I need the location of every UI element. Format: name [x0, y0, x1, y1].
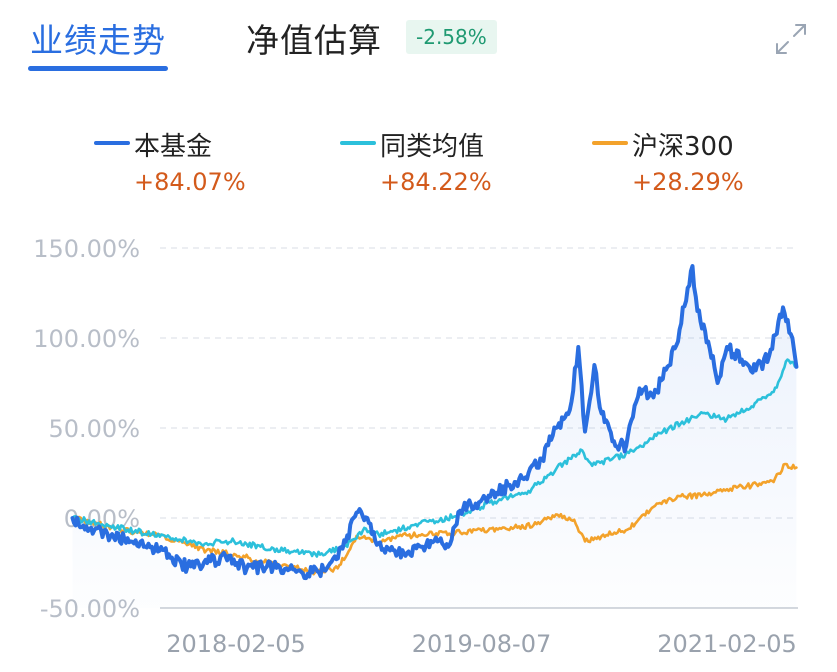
legend-category-average-label: 同类均值	[380, 132, 485, 162]
x-tick-label: 2018-02-05	[166, 630, 305, 658]
legend-index-value: +28.29%	[632, 168, 744, 196]
legend-category-average-value: +84.22%	[380, 168, 492, 196]
y-tick-label: 150.00%	[33, 235, 140, 263]
tab-performance-trend[interactable]: 业绩走势	[28, 14, 168, 71]
nav-estimate-badge: -2.58%	[406, 20, 497, 54]
series-category-average-line	[71, 358, 798, 558]
legend-index-swatch	[592, 141, 628, 145]
legend-fund-label: 本基金	[134, 132, 213, 162]
legend-fund-value: +84.07%	[134, 168, 246, 196]
y-tick-label: 100.00%	[33, 325, 140, 353]
legend-fund-swatch	[94, 141, 130, 145]
x-axis: 2018-02-05 2019-08-07 2021-02-05	[166, 630, 796, 658]
series-index-line	[71, 462, 798, 576]
series-fund-line	[70, 264, 799, 581]
chart-area	[72, 266, 797, 608]
chart-series	[70, 264, 799, 581]
x-tick-label: 2019-08-07	[412, 630, 551, 658]
series-fund-area	[72, 266, 797, 608]
legend-index-label: 沪深300	[632, 132, 734, 162]
tab-nav-estimate[interactable]: 净值估算	[246, 21, 382, 60]
legend-category-average-swatch	[340, 141, 376, 145]
expand-icon[interactable]	[774, 22, 808, 56]
y-tick-label: 50.00%	[48, 415, 140, 443]
tab-bar: 业绩走势 净值估算 -2.58%	[0, 0, 837, 80]
x-tick-label: 2021-02-05	[657, 630, 796, 658]
